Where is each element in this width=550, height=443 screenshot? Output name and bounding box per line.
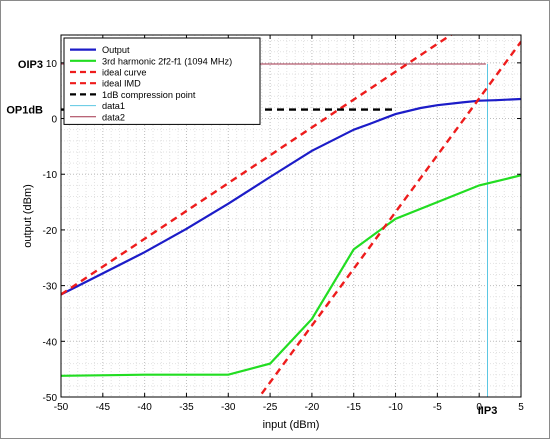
x-tick-label: -25 — [263, 402, 278, 413]
x-tick-label: 0 — [476, 402, 482, 413]
x-tick-label: -35 — [179, 402, 194, 413]
series-line-ideal-imd — [260, 40, 521, 395]
x-tick-label: -20 — [305, 402, 320, 413]
series-line-ideal-curve — [61, 35, 453, 296]
y-tick-label: 0 — [51, 115, 57, 126]
x-tick-label: -45 — [96, 402, 111, 413]
y-tick-label: -40 — [43, 337, 58, 348]
series-line-output — [61, 97, 521, 296]
legend-label: 3rd harmonic 2f2-f1 (1094 MHz) — [102, 56, 232, 66]
legend-label: ideal curve — [102, 68, 146, 78]
x-tick-label: -30 — [221, 402, 236, 413]
y-tick-label: -30 — [43, 282, 58, 293]
x-tick-label: -15 — [347, 402, 362, 413]
annotation-iip3: IIP3 — [478, 405, 498, 417]
x-tick-label: -10 — [388, 402, 403, 413]
x-tick-label: -40 — [137, 402, 152, 413]
x-axis-label: input (dBm) — [263, 419, 320, 431]
y-tick-label: -50 — [43, 393, 58, 404]
y-axis-label: output (dBm) — [22, 184, 34, 248]
y-tick-label: 10 — [46, 59, 58, 70]
series-line-3rd-harmonic-2f2-f1-1094-mhz — [61, 174, 521, 377]
legend-label: data2 — [102, 112, 125, 122]
annotation-op1db: OP1dB — [6, 105, 43, 117]
legend-label: Output — [102, 45, 130, 55]
x-tick-label: -5 — [433, 402, 442, 413]
y-tick-label: -10 — [43, 170, 58, 181]
annotation-oip3: OIP3 — [18, 59, 43, 71]
legend-label: 1dB compression point — [102, 90, 196, 100]
x-tick-label: -50 — [54, 402, 69, 413]
legend-label: ideal IMD — [102, 79, 141, 89]
legend-label: data1 — [102, 101, 125, 111]
y-tick-label: -20 — [43, 226, 58, 237]
x-tick-label: 5 — [518, 402, 524, 413]
series-layer — [61, 35, 521, 397]
plot-border — [60, 34, 522, 398]
legend-box — [63, 37, 261, 125]
annotation-layer: OIP3 OP1dB IIP3 — [6, 59, 497, 417]
tick-layer: -50 -45 -40 -35 -30 -25 -20 -15 -10 -5 0 5-50-40-30… — [43, 35, 524, 413]
